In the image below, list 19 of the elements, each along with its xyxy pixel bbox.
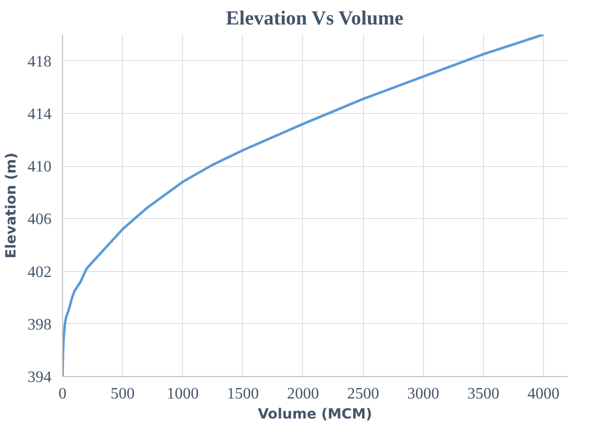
y-tick-label: 398: [28, 316, 52, 334]
y-tick-label: 402: [28, 264, 52, 281]
x-axis-title: Volume (MCM): [258, 406, 372, 422]
x-tick-label: 3000: [407, 386, 440, 402]
y-tick-label: 406: [28, 211, 52, 228]
x-tick-label: 3500: [467, 386, 500, 402]
y-tick-label: 414: [28, 106, 52, 123]
y-tick-label: 418: [28, 53, 52, 70]
x-tick-label: 1500: [226, 386, 259, 402]
x-tick-label: 2000: [286, 386, 319, 402]
x-tick-label: 4000: [527, 386, 560, 402]
x-tick-label: 2500: [347, 386, 380, 402]
x-tick-label: 1000: [166, 386, 199, 402]
y-tick-label: 410: [28, 158, 52, 176]
chart-title: Elevation Vs Volume: [226, 8, 404, 30]
y-axis-title: Elevation (m): [4, 152, 20, 258]
x-tick-label: 500: [110, 386, 135, 402]
x-tick-label: 0: [58, 386, 66, 402]
y-tick-label: 394: [28, 369, 52, 386]
